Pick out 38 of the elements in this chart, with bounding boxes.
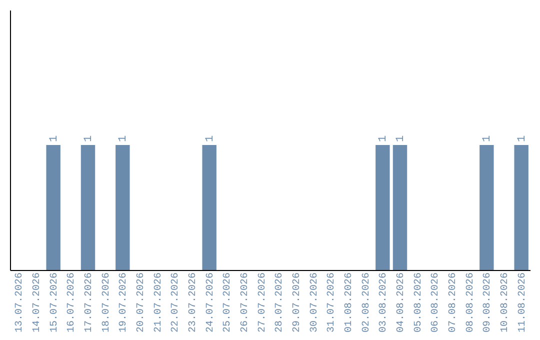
data-label: 1 — [204, 135, 216, 142]
x-tick-label: 30.07.2026 — [309, 272, 320, 333]
x-tick-label: 11.08.2026 — [517, 272, 528, 333]
data-label: 1 — [516, 135, 528, 142]
x-tick-label: 06.08.2026 — [430, 272, 442, 333]
x-tick-label: 21.07.2026 — [153, 272, 164, 333]
x-tick-label: 05.08.2026 — [413, 272, 424, 333]
x-tick-label: 25.07.2026 — [222, 272, 234, 333]
x-tick-label: 22.07.2026 — [170, 272, 182, 333]
data-label: 1 — [378, 135, 390, 142]
data-label: 1 — [48, 135, 60, 142]
x-tick-label: 13.07.2026 — [14, 272, 26, 333]
x-tick-label: 19.07.2026 — [118, 272, 130, 333]
x-tick-label: 26.07.2026 — [240, 272, 251, 333]
x-tick-label: 08.08.2026 — [465, 272, 476, 333]
x-tick-label: 04.08.2026 — [396, 272, 407, 333]
x-tick-label: 15.07.2026 — [49, 272, 60, 333]
data-label: 1 — [83, 135, 95, 142]
x-tick-label: 01.08.2026 — [344, 272, 355, 333]
x-tick-label: 31.07.2026 — [326, 272, 338, 333]
x-tick-label: 02.08.2026 — [361, 272, 372, 333]
x-tick-label: 03.08.2026 — [378, 272, 390, 333]
x-tick-label: 18.07.2026 — [101, 272, 112, 333]
data-label: 1 — [395, 135, 407, 142]
x-tick-label: 07.08.2026 — [448, 272, 459, 333]
data-label: 1 — [482, 135, 494, 142]
x-tick-label: 29.07.2026 — [292, 272, 303, 333]
x-tick-label: 10.08.2026 — [500, 272, 511, 333]
x-tick-label: 17.07.2026 — [84, 272, 95, 333]
x-tick-label: 24.07.2026 — [205, 272, 216, 333]
x-tick-label: 16.07.2026 — [66, 272, 78, 333]
x-tick-label: 20.07.2026 — [136, 272, 147, 333]
x-tick-label: 27.07.2026 — [257, 272, 268, 333]
x-tick-label: 09.08.2026 — [482, 272, 494, 333]
x-tick-label: 14.07.2026 — [32, 272, 43, 333]
x-tick-label: 23.07.2026 — [188, 272, 199, 333]
data-label: 1 — [118, 135, 130, 142]
x-tick-label: 28.07.2026 — [274, 272, 286, 333]
